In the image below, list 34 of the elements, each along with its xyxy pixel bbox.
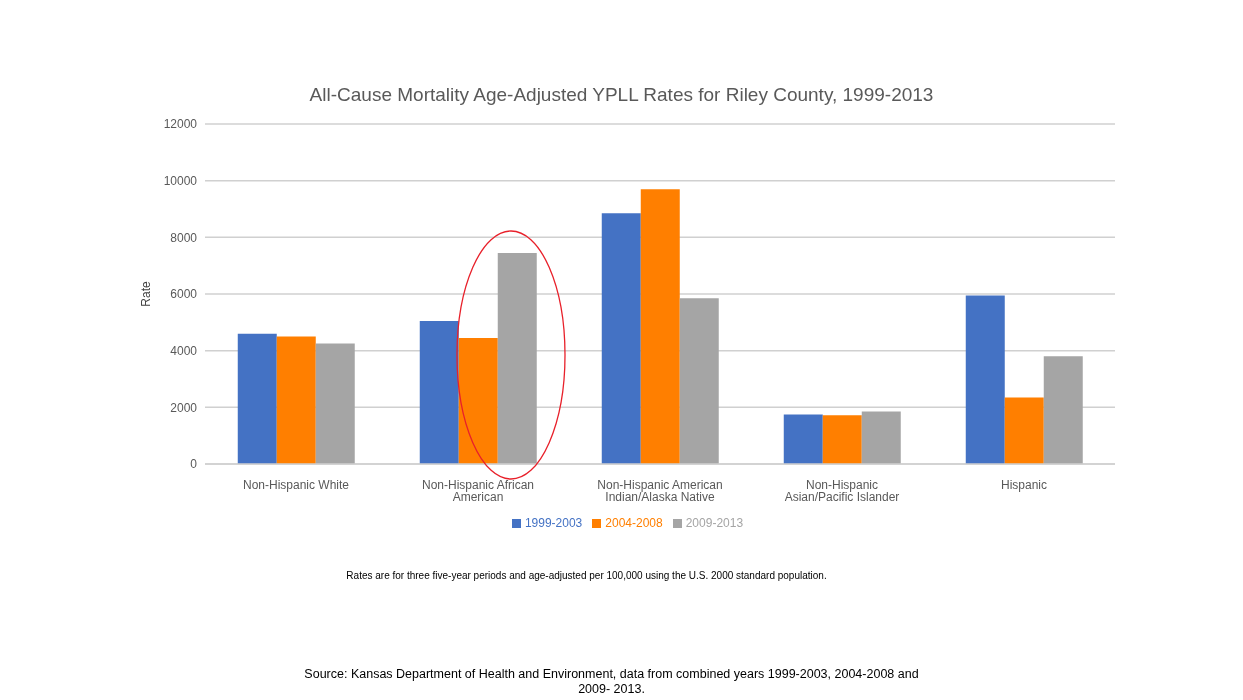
bar [679, 298, 719, 464]
source-note: Source: Kansas Department of Health and Environment, data from combined years 1999-2003, 2004-2008 and 2009- 2013. [303, 667, 920, 697]
bar [965, 295, 1005, 464]
bar [276, 336, 316, 464]
y-tick-label: 4000 [170, 343, 198, 358]
y-tick-label: 2000 [170, 400, 198, 415]
x-tick-label: Non-Hispanic American Indian/Alaska Native [597, 477, 723, 504]
y-tick-label: 12000 [163, 117, 198, 132]
bar [861, 411, 901, 464]
legend-label: 2009-2013 [685, 516, 744, 530]
bar [1043, 356, 1083, 464]
chart-title: All-Cause Mortality Age-Adjusted YPLL Rates for Riley County, 1999-2013 [308, 84, 935, 106]
x-tick-label: Hispanic [1000, 477, 1048, 492]
bar [822, 415, 862, 464]
legend-label: 1999-2003 [524, 516, 583, 530]
x-tick-label: Non-Hispanic African American [421, 477, 535, 504]
y-tick-label: 8000 [170, 230, 198, 245]
text: Rates are for three five-year periods and age-adjusted per 100,000 using the U.S. 2000 standard population. [345, 570, 828, 581]
x-tick-label: Non-Hispanic White [242, 477, 350, 492]
bar [783, 414, 823, 464]
y-tick-label: 0 [190, 457, 198, 472]
legend-label: 2004-2008 [605, 516, 663, 530]
bar [419, 320, 459, 464]
bar [1004, 397, 1044, 464]
bar [458, 337, 498, 464]
y-tick-label: 10000 [163, 173, 198, 188]
bar [640, 189, 680, 464]
y-axis-title: Rate [139, 281, 154, 307]
bar [601, 213, 641, 464]
bar [315, 343, 355, 464]
bar [237, 333, 277, 464]
bar [497, 252, 537, 464]
y-tick-label: 6000 [170, 287, 198, 302]
x-tick-label: Non-Hispanic Asian/Pacific Islander [784, 477, 900, 504]
